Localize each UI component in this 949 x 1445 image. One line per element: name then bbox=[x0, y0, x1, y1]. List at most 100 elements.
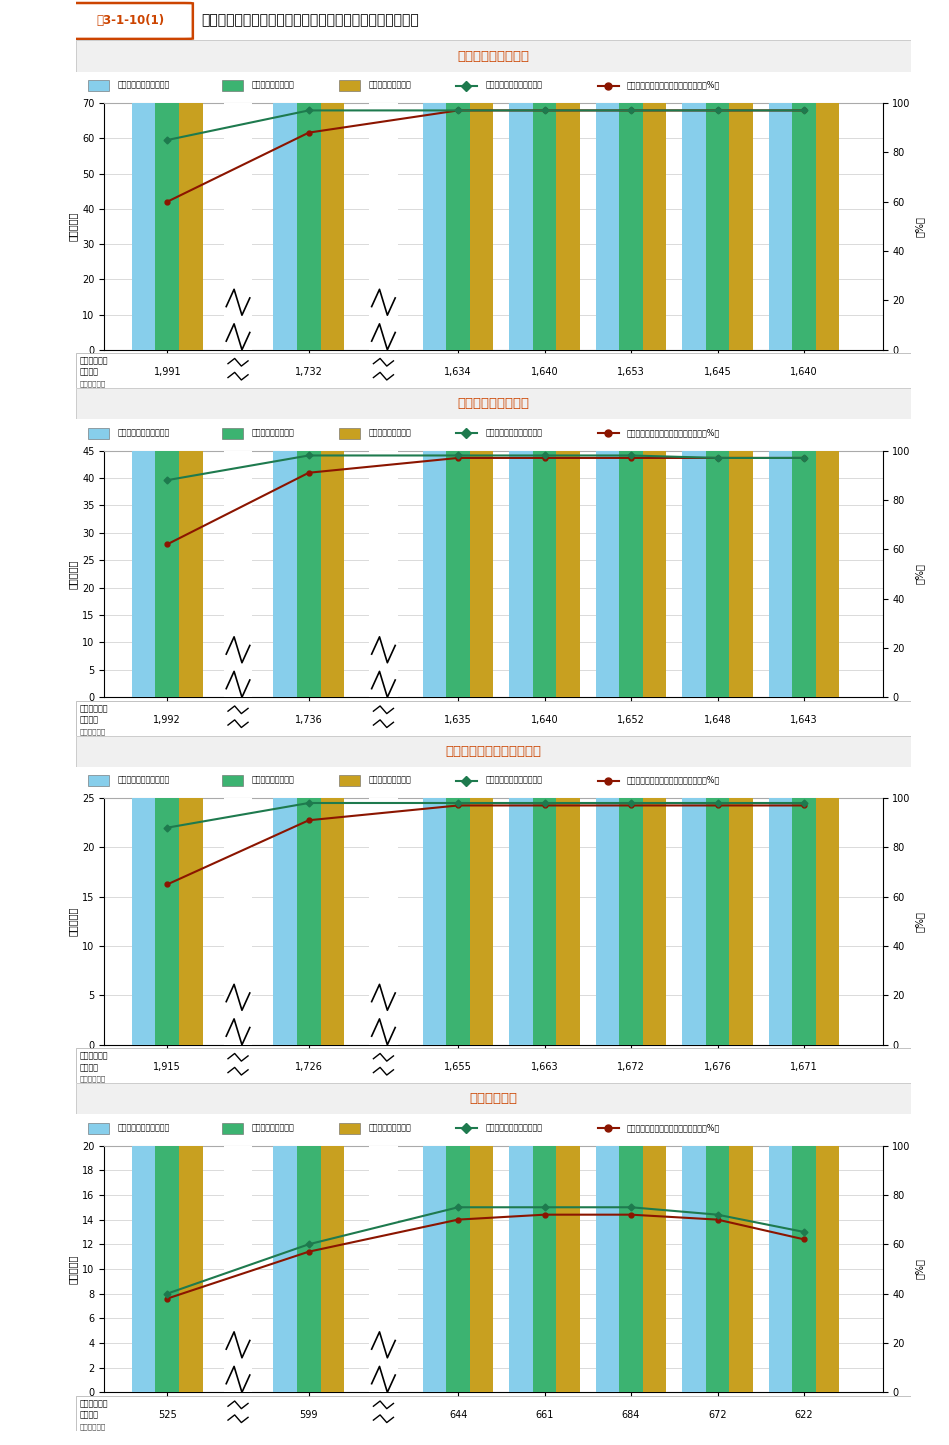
Bar bbox=[321, 0, 344, 698]
Bar bbox=[224, 798, 252, 1045]
Text: 分別収集実施市町村数割合: 分別収集実施市町村数割合 bbox=[485, 776, 542, 785]
Bar bbox=[222, 775, 243, 786]
Bar bbox=[273, 0, 297, 1045]
Bar bbox=[682, 0, 706, 1045]
Bar bbox=[816, 0, 839, 1045]
Text: 分別収集見込量（トン）: 分別収集見込量（トン） bbox=[118, 1123, 170, 1131]
Bar bbox=[222, 1123, 243, 1134]
Text: 無色のガラス製容器: 無色のガラス製容器 bbox=[457, 49, 530, 62]
Text: 1,634: 1,634 bbox=[444, 367, 472, 377]
Text: （年度）: （年度） bbox=[888, 722, 910, 731]
Bar bbox=[556, 0, 580, 698]
Text: 市町村数: 市町村数 bbox=[80, 368, 99, 377]
Bar bbox=[224, 451, 252, 698]
Text: 1,635: 1,635 bbox=[444, 715, 472, 725]
Bar bbox=[596, 0, 620, 698]
Text: 分別収集実施市町村数割合: 分別収集実施市町村数割合 bbox=[485, 428, 542, 436]
Text: 1,676: 1,676 bbox=[703, 1062, 732, 1072]
Bar bbox=[321, 0, 344, 1393]
Text: 分別収集見込量（トン）: 分別収集見込量（トン） bbox=[118, 81, 170, 90]
Y-axis label: （万トン）: （万トン） bbox=[68, 559, 78, 588]
Text: 1,915: 1,915 bbox=[154, 1062, 181, 1072]
Bar bbox=[88, 1123, 109, 1134]
Bar bbox=[339, 428, 360, 439]
Text: 分別収集実施市町村数人口カバー率（%）: 分別収集実施市町村数人口カバー率（%） bbox=[627, 776, 720, 785]
Bar bbox=[297, 0, 321, 698]
Bar bbox=[297, 0, 321, 350]
Text: 分別収集実施: 分別収集実施 bbox=[80, 1399, 108, 1407]
Bar bbox=[792, 0, 816, 698]
Bar bbox=[470, 0, 493, 350]
Bar bbox=[729, 0, 753, 1393]
Bar bbox=[422, 0, 446, 350]
Bar bbox=[792, 0, 816, 1393]
Text: 分別収集実施市町村数人口カバー率（%）: 分別収集実施市町村数人口カバー率（%） bbox=[627, 1123, 720, 1131]
Bar bbox=[156, 0, 179, 698]
Bar bbox=[596, 0, 620, 350]
Bar bbox=[556, 0, 580, 1045]
Text: 分別収集実施: 分別収集実施 bbox=[80, 1052, 108, 1061]
Bar bbox=[816, 0, 839, 1393]
Text: 1,640: 1,640 bbox=[530, 715, 558, 725]
Y-axis label: （万トン）: （万トン） bbox=[68, 212, 78, 241]
Text: 1,991: 1,991 bbox=[154, 367, 181, 377]
Text: 再商品化量（トン）: 再商品化量（トン） bbox=[368, 81, 411, 90]
Bar bbox=[179, 0, 203, 698]
Text: 1,726: 1,726 bbox=[295, 1062, 323, 1072]
Bar bbox=[88, 428, 109, 439]
Bar bbox=[769, 0, 792, 1393]
Bar bbox=[556, 0, 580, 350]
Bar bbox=[792, 0, 816, 1045]
Bar bbox=[88, 79, 109, 91]
Bar bbox=[729, 0, 753, 698]
Bar bbox=[273, 0, 297, 698]
Bar bbox=[369, 1146, 398, 1393]
Bar bbox=[510, 0, 532, 1045]
Bar bbox=[369, 798, 398, 1045]
Bar bbox=[156, 0, 179, 1393]
Text: 1,653: 1,653 bbox=[617, 367, 645, 377]
Bar bbox=[769, 0, 792, 350]
Bar bbox=[816, 0, 839, 698]
Text: （市町村数）: （市町村数） bbox=[80, 1423, 106, 1429]
Y-axis label: （万トン）: （万トン） bbox=[68, 1254, 78, 1283]
Y-axis label: （%）: （%） bbox=[915, 564, 925, 584]
Bar bbox=[532, 0, 556, 1393]
Bar bbox=[642, 0, 666, 1045]
Text: 622: 622 bbox=[794, 1410, 813, 1420]
Text: 1,655: 1,655 bbox=[444, 1062, 472, 1072]
Bar bbox=[446, 0, 470, 350]
Text: 再商品化量（トン）: 再商品化量（トン） bbox=[368, 1123, 411, 1131]
Bar bbox=[132, 0, 156, 1045]
Bar bbox=[816, 0, 839, 350]
Text: 1,671: 1,671 bbox=[791, 1062, 818, 1072]
Bar bbox=[369, 451, 398, 698]
Text: その他の色のガラス製容器: その他の色のガラス製容器 bbox=[445, 744, 542, 757]
Text: 再商品化量（トン）: 再商品化量（トン） bbox=[368, 428, 411, 436]
Bar bbox=[132, 0, 156, 698]
Bar bbox=[682, 0, 706, 698]
Bar bbox=[224, 103, 252, 350]
Bar bbox=[642, 0, 666, 350]
Text: 茶色のガラス製容器: 茶色のガラス製容器 bbox=[457, 397, 530, 410]
Bar bbox=[706, 0, 729, 698]
Text: （年度）: （年度） bbox=[888, 374, 910, 384]
Text: 市町村数: 市町村数 bbox=[80, 1064, 99, 1072]
Bar bbox=[179, 0, 203, 350]
Bar bbox=[156, 0, 179, 1045]
Bar bbox=[510, 0, 532, 698]
Y-axis label: （%）: （%） bbox=[915, 1259, 925, 1279]
Bar bbox=[596, 0, 620, 1045]
Bar bbox=[792, 0, 816, 350]
Text: 1,663: 1,663 bbox=[530, 1062, 558, 1072]
Text: （年度）: （年度） bbox=[888, 1069, 910, 1079]
Text: 644: 644 bbox=[449, 1410, 467, 1420]
Bar bbox=[682, 0, 706, 350]
Y-axis label: （%）: （%） bbox=[915, 910, 925, 932]
Text: 分別収集量（トン）: 分別収集量（トン） bbox=[251, 428, 294, 436]
Text: 分別収集量（トン）: 分別収集量（トン） bbox=[251, 776, 294, 785]
Text: 1,643: 1,643 bbox=[791, 715, 818, 725]
Bar bbox=[729, 0, 753, 1045]
Text: 672: 672 bbox=[708, 1410, 727, 1420]
Bar bbox=[297, 0, 321, 1045]
